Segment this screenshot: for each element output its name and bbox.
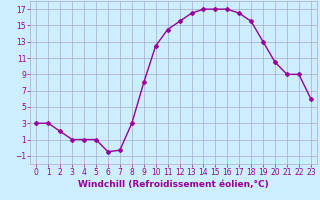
- X-axis label: Windchill (Refroidissement éolien,°C): Windchill (Refroidissement éolien,°C): [78, 180, 269, 189]
